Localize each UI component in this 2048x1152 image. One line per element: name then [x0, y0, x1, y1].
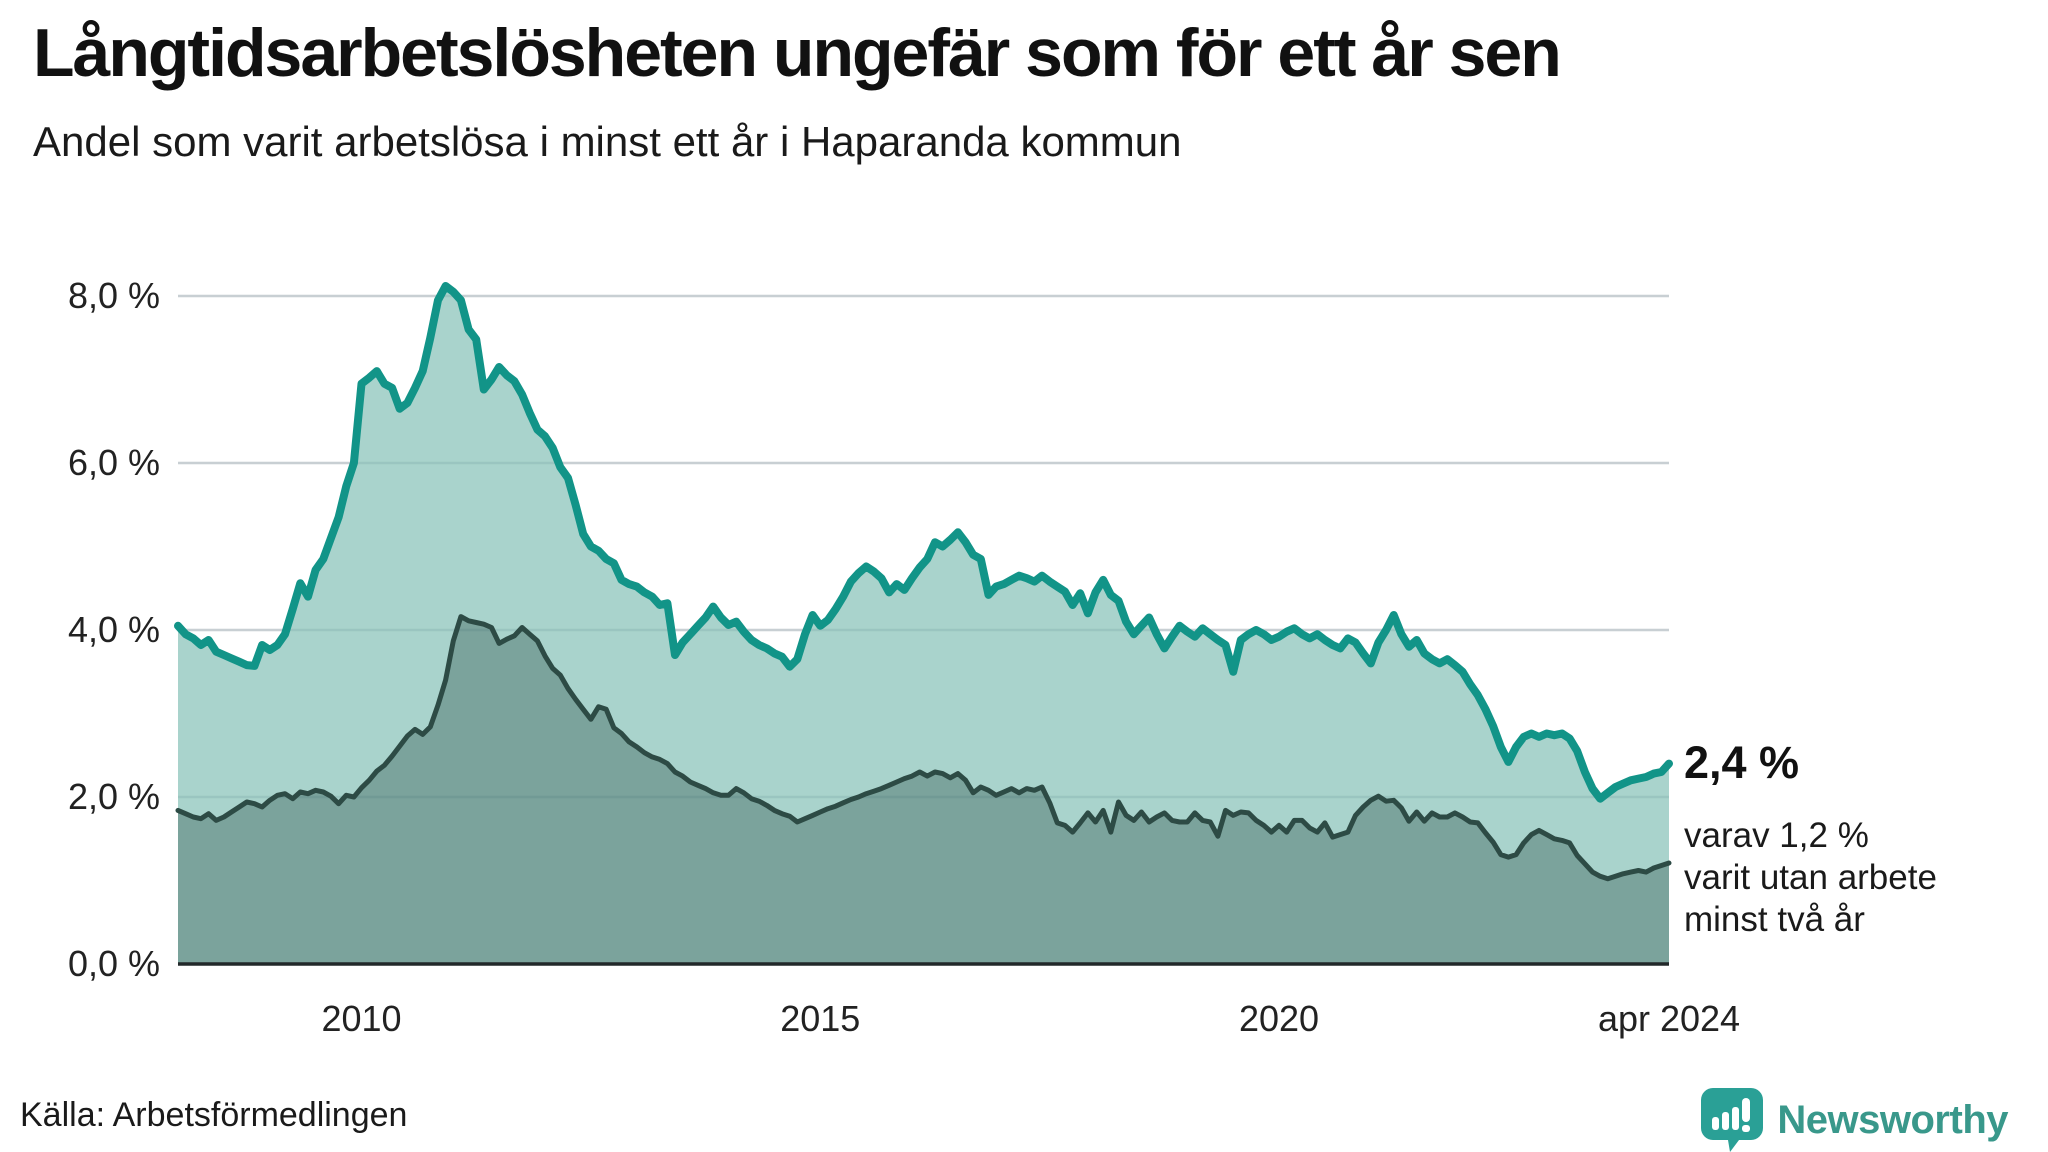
- gridline-overlay: [178, 294, 1669, 799]
- y-tick-label: 8,0 %: [67, 275, 160, 316]
- y-tick-label: 4,0 %: [67, 609, 160, 650]
- latest-value-headline: 2,4 %: [1684, 737, 1800, 788]
- newsworthy-branding: Newsworthy: [1701, 1088, 2008, 1152]
- annotation-line: minst två år: [1684, 900, 1865, 939]
- source-note: Källa: Arbetsförmedlingen: [20, 1096, 408, 1134]
- latest-value-annotation: 2,4 % varav 1,2 % varit utan arbete mins…: [1684, 737, 1937, 941]
- line-min-one-year: [174, 282, 1673, 803]
- y-tick-label: 2,0 %: [67, 776, 160, 817]
- annotation-line: varit utan arbete: [1684, 858, 1937, 897]
- page-title: Långtidsarbetslösheten ungefär som för e…: [33, 15, 1562, 91]
- area-fill-min-two-years: [178, 616, 1669, 964]
- exclamation-bar: [1742, 1098, 1751, 1122]
- y-tick-label: 6,0 %: [67, 442, 160, 483]
- newsworthy-logo-text: Newsworthy: [1777, 1097, 2008, 1142]
- latest-value-detail: varav 1,2 % varit utan arbete minst två …: [1684, 815, 1937, 941]
- bar-chart-glyph: [1712, 1098, 1751, 1132]
- x-tick-label: 2015: [780, 998, 861, 1039]
- page-subtitle: Andel som varit arbetslösa i minst ett å…: [33, 118, 1182, 165]
- newsworthy-logo-icon: [1701, 1088, 1764, 1152]
- line-min-two-years: [175, 614, 1672, 882]
- y-tick-label: 0,0 %: [67, 943, 160, 984]
- x-tick-label: 2010: [321, 998, 402, 1039]
- annotation-line: varav 1,2 %: [1684, 816, 1869, 855]
- x-tick-label: apr 2024: [1597, 998, 1741, 1039]
- x-tick-label: 2020: [1238, 998, 1320, 1039]
- exclamation-dot: [1742, 1125, 1751, 1132]
